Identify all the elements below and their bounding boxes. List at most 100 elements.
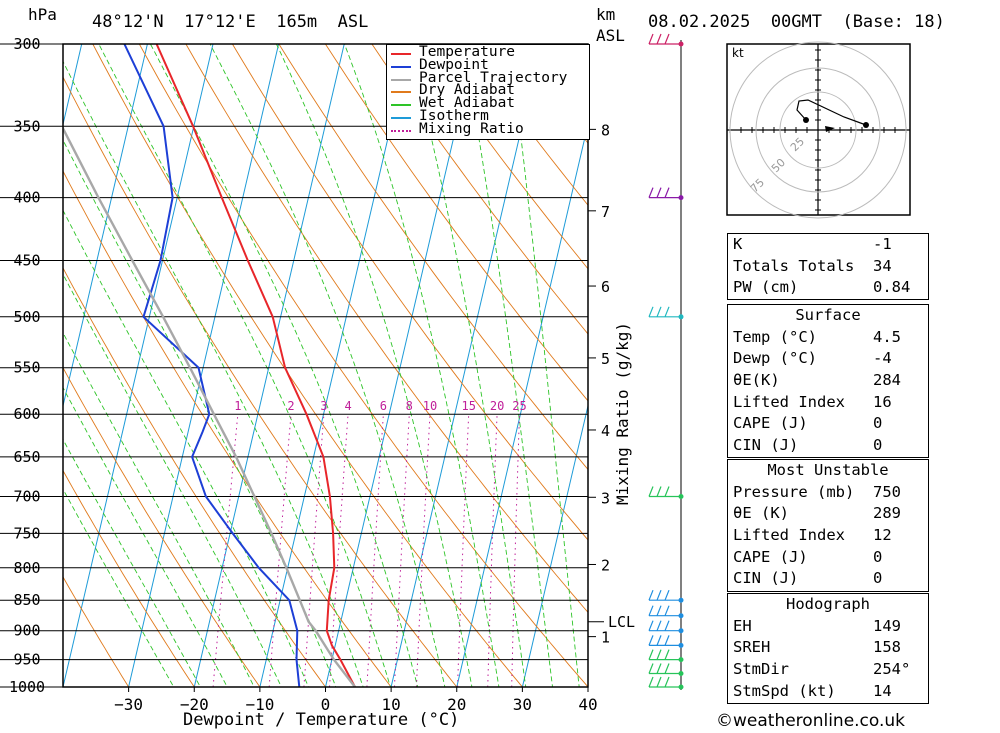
dry-adiabat-line <box>371 44 588 335</box>
hodograph-unit-label: kt <box>732 46 744 60</box>
dry-adiabat-line <box>324 44 588 402</box>
km-tick-label: 5 <box>601 350 610 368</box>
pressure-tick-label: 600 <box>13 405 40 423</box>
temperature-line <box>155 44 356 687</box>
credit-link[interactable]: ©weatheronline.co.uk <box>716 711 906 731</box>
km-tick-label: 3 <box>601 489 610 507</box>
pressure-tick-label: 400 <box>13 189 40 207</box>
surface-key: CIN (J) <box>733 436 799 455</box>
mixing-ratio-label: 3 <box>320 399 327 413</box>
km-tick-label: 8 <box>601 121 610 139</box>
legend-swatch <box>391 104 411 107</box>
indices-top-panel: K -1 Totals Totals 34 PW (cm) 0.84 <box>727 233 929 300</box>
wind-barb <box>648 589 681 601</box>
hodo-value: 158 <box>873 638 901 657</box>
legend-item: Dewpoint <box>387 56 587 73</box>
mu-key: CAPE (J) <box>733 547 808 566</box>
isotherm-line <box>63 44 214 687</box>
hodograph-panel: Hodograph EH 149 SREH 158 StmDir 254° StmSp… <box>727 593 929 704</box>
pressure-tick-label: 950 <box>13 651 40 669</box>
wind-barb <box>648 663 681 675</box>
isotherm-line <box>128 44 280 687</box>
wet-adiabat-line <box>63 139 337 687</box>
surface-value: 4.5 <box>873 327 901 346</box>
surface-key: CAPE (J) <box>733 414 808 433</box>
dry-adiabat-line <box>63 170 392 687</box>
km-tick-label: 4 <box>601 422 610 440</box>
surface-value: -4 <box>873 349 892 368</box>
mixing-ratio-label: 15 <box>461 399 475 413</box>
pressure-tick-label: 550 <box>13 359 40 377</box>
pressure-tick-label: 700 <box>13 488 40 506</box>
dry-adiabat-line <box>185 44 588 614</box>
datetime-title: 08.02.2025 00GMT (Base: 18) <box>648 12 945 32</box>
mixing-ratio-label: 6 <box>380 399 387 413</box>
legend-label: Mixing Ratio <box>419 120 524 137</box>
legend-item: Isotherm <box>387 108 587 124</box>
legend-item: Parcel Trajectory <box>387 69 587 86</box>
pressure-tick-label: 750 <box>13 524 40 542</box>
wind-barb <box>648 635 681 646</box>
wind-barb <box>648 187 681 199</box>
wet-adiabat-line <box>343 44 500 687</box>
legend-label: Dewpoint <box>419 56 489 73</box>
mu-key: Lifted Index <box>733 526 845 545</box>
surface-key: Lifted Index <box>733 392 845 411</box>
legend-swatch <box>391 91 411 94</box>
temp-tick-label: 40 <box>578 695 597 714</box>
dewpoint-line <box>123 44 301 687</box>
legend-label: Parcel Trajectory <box>419 69 568 86</box>
wet-adiabat-line <box>275 44 473 687</box>
mu-value: 0 <box>873 547 883 566</box>
mixing-ratio-line <box>511 414 520 687</box>
hodograph-title: Hodograph <box>786 595 870 613</box>
temp-tick-label: 30 <box>513 695 532 714</box>
km-label: km <box>596 5 616 24</box>
mu-key: Pressure (mb) <box>733 482 855 501</box>
pressure-unit-label: hPa <box>28 5 57 24</box>
parcel-trajectory-line <box>63 125 356 687</box>
temp-tick-label: −10 <box>245 695 274 714</box>
pressure-tick-label: 650 <box>13 448 40 466</box>
km-tick-label: 7 <box>601 203 610 221</box>
hodograph-end-dot <box>863 122 869 128</box>
index-k-value: -1 <box>873 235 892 253</box>
index-pw-key: PW (cm) <box>733 278 799 297</box>
profiles <box>63 44 356 687</box>
dry-adiabat-line <box>63 267 327 687</box>
hodo-value: 254° <box>873 660 911 679</box>
wet-adiabat-line <box>63 438 201 687</box>
wind-barb <box>648 33 681 45</box>
hodograph-trace <box>796 99 867 126</box>
mu-value: 12 <box>873 526 892 545</box>
dry-adiabat-line <box>63 576 130 687</box>
legend-label: Wet Adiabat <box>419 95 516 112</box>
legend-item: Dry Adiabat <box>387 82 587 98</box>
wet-adiabat-line <box>63 488 175 687</box>
hodograph-ring <box>729 41 907 219</box>
temp-tick-label: −30 <box>114 695 143 714</box>
background-lines <box>63 44 588 687</box>
temp-tick-label: −20 <box>180 695 209 714</box>
mixing-ratio-axis-label: Mixing Ratio (g/kg) <box>613 321 632 505</box>
mixing-ratio-label: 25 <box>512 399 526 413</box>
temp-tick-label: 10 <box>381 695 400 714</box>
mu-value: 0 <box>873 569 883 588</box>
isotherm-line <box>63 44 148 408</box>
legend-item: Mixing Ratio <box>387 120 587 137</box>
wind-barb <box>648 605 681 617</box>
dry-adiabat-line <box>63 366 261 687</box>
hodo-key: EH <box>733 616 752 635</box>
wet-adiabat-line <box>63 331 255 687</box>
axis-labels: 1 2 3 4 6 8 10 15 20 25 −30 −20 −10 0 10 20 30 40 8 7 6 5 4 3 2 1… <box>114 121 635 714</box>
surface-value: 16 <box>873 392 892 411</box>
index-k-key: K <box>733 235 743 253</box>
pressure-tick-label: 300 <box>13 35 40 53</box>
km-tick-label: 2 <box>601 557 610 575</box>
pressure-tick-label: 900 <box>13 622 40 640</box>
index-tt-value: 34 <box>873 256 892 275</box>
isotherm-line <box>193 44 345 687</box>
most-unstable-panel: Most Unstable Pressure (mb) 750 θE (K) 289… <box>727 459 929 592</box>
legend-swatch <box>391 117 411 119</box>
